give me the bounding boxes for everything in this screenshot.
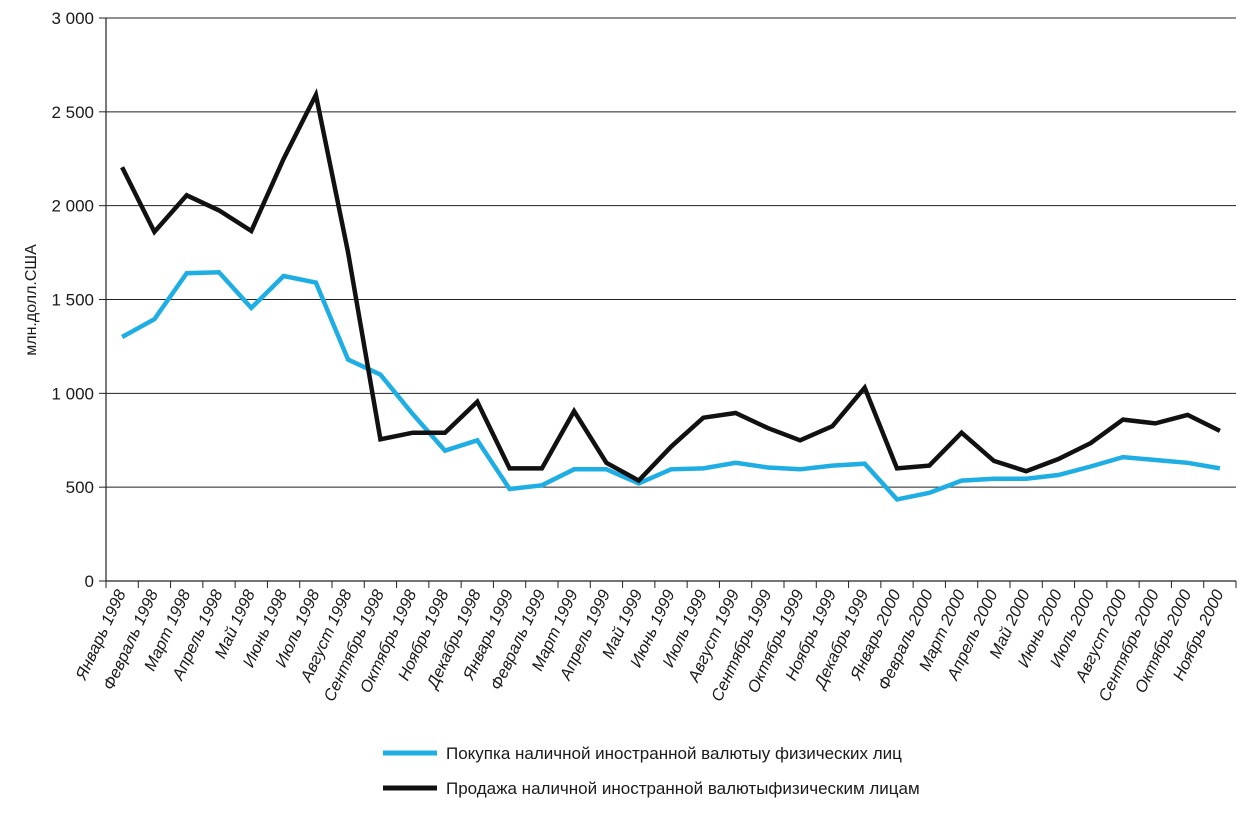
legend-label-purchase: Покупка наличной иностранной валютыу физ… bbox=[446, 744, 902, 763]
y-tick-label: 1 000 bbox=[51, 384, 94, 403]
y-axis-ticks: 0 500 1 000 1 500 2 000 2 500 3 000 bbox=[51, 9, 106, 591]
y-axis-title: млн.долл.США bbox=[23, 244, 40, 356]
y-tick-label: 2 000 bbox=[51, 197, 94, 216]
y-tick-label: 0 bbox=[85, 572, 94, 591]
gridlines bbox=[106, 17, 1236, 488]
series-line-2 bbox=[120, 88, 1221, 484]
series-line-1 bbox=[121, 270, 1221, 502]
y-tick-label: 2 500 bbox=[51, 103, 94, 122]
legend: Покупка наличной иностранной валютыу физ… bbox=[383, 744, 920, 798]
axes bbox=[105, 18, 1236, 582]
y-tick-label: 500 bbox=[66, 478, 94, 497]
y-tick-label: 1 500 bbox=[51, 291, 94, 310]
y-tick-label: 3 000 bbox=[51, 9, 94, 28]
legend-label-sale: Продажа наличной иностранной валютыфизич… bbox=[446, 779, 920, 798]
series-lines bbox=[120, 88, 1221, 502]
